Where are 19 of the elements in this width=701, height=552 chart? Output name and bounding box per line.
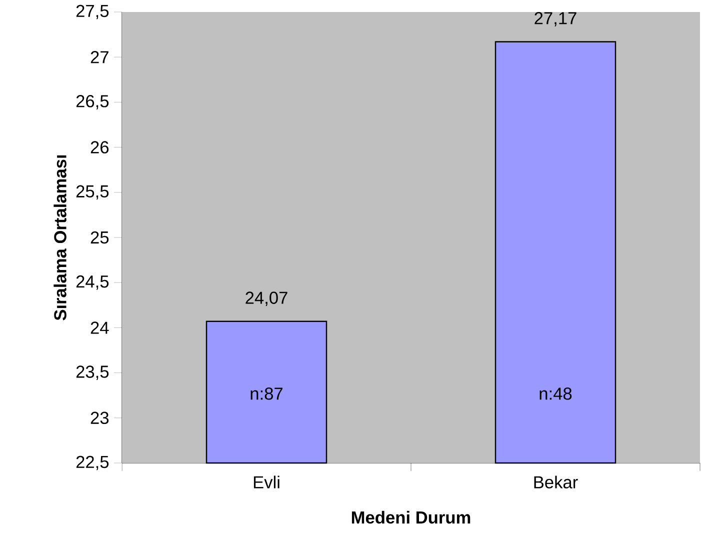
y-tick-label: 22,5 — [76, 456, 109, 470]
x-axis-title: Medeni Durum — [352, 510, 470, 524]
y-tick-label: 26,5 — [76, 95, 109, 110]
y-tick-label: 23,5 — [76, 366, 109, 380]
y-tick-label: 27,5 — [76, 4, 109, 20]
y-tick-label: 24,5 — [76, 275, 109, 290]
x-tick-label: Bekar — [534, 476, 578, 488]
y-tick-label: 23 — [90, 412, 109, 424]
y-axis-title: Sıralama Ortalaması — [54, 155, 66, 320]
y-tick-label: 26 — [90, 141, 109, 154]
annotation: n:87 — [250, 388, 282, 400]
y-tick-label: 25,5 — [76, 185, 109, 200]
y-tick-label: 27 — [90, 51, 108, 64]
y-tick-label: 25 — [90, 231, 109, 244]
y-tick-label: 24 — [90, 322, 109, 334]
x-tick-label: Evli — [254, 476, 280, 488]
data-label: 27,17 — [534, 12, 576, 26]
annotation: n:48 — [540, 388, 572, 400]
data-label: 24,07 — [246, 292, 288, 306]
